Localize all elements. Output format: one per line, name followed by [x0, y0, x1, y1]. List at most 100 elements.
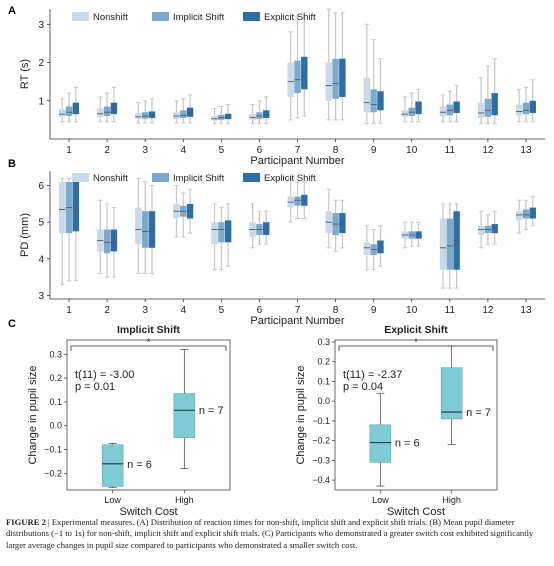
- box-0: [325, 62, 332, 101]
- y-tick-label: 0.1: [317, 376, 330, 386]
- box-2: [377, 240, 384, 254]
- x-tick-label: 11: [445, 145, 456, 156]
- legend-swatch-1: [152, 12, 169, 21]
- legend-label-1: Implicit Shift: [173, 173, 225, 184]
- legend-label-1: Implicit Shift: [173, 12, 225, 23]
- y-tick-label: 1: [38, 96, 44, 107]
- box-0: [135, 113, 142, 120]
- n-label: n = 6: [395, 438, 420, 450]
- x-tick-label: 13: [520, 145, 532, 156]
- y-tick-label: −0.1: [312, 416, 330, 426]
- x-tick-label: 9: [371, 145, 377, 156]
- box-2: [263, 222, 270, 235]
- box-0: [59, 109, 66, 117]
- significance-star: *: [147, 337, 151, 347]
- stat-t: t(11) = -3.00: [75, 369, 134, 381]
- y-tick-label: 3: [38, 20, 44, 31]
- n-label: n = 7: [466, 407, 491, 419]
- y-axis-title: Change in pupil size: [295, 365, 307, 464]
- x-tick-label: Low: [104, 495, 121, 505]
- box-2: [529, 100, 536, 113]
- box-1: [294, 60, 301, 94]
- box-2: [110, 229, 118, 252]
- x-axis-title: Switch Cost: [119, 506, 177, 518]
- box-0: [59, 181, 66, 234]
- x-tick-label: 8: [333, 305, 339, 316]
- plot-frame: [334, 339, 498, 491]
- y-tick-label: 0.0: [49, 421, 62, 431]
- y-tick-label: 0.0: [317, 396, 330, 406]
- x-tick-label: 6: [257, 305, 263, 316]
- box-2: [186, 107, 194, 117]
- y-tick-label: 4: [38, 254, 44, 265]
- caption-text: Experimental measures. (A) Distribution …: [6, 517, 534, 550]
- x-tick-label: Low: [372, 495, 389, 505]
- x-tick-label: 7: [295, 145, 301, 156]
- y-tick-label: −0.3: [312, 455, 330, 465]
- box-0: [211, 222, 218, 245]
- legend-swatch-2: [243, 173, 260, 182]
- box-1: [103, 229, 111, 254]
- legend-swatch-0: [72, 12, 89, 21]
- box-1: [218, 222, 225, 243]
- x-tick-label: 4: [180, 305, 186, 316]
- panel-label-a: A: [8, 5, 16, 17]
- x-axis-title: Switch Cost: [387, 506, 445, 518]
- x-tick-label: 2: [104, 305, 110, 316]
- y-axis-title: PD (mm): [19, 213, 31, 257]
- legend-label-0: Nonshift: [93, 173, 128, 184]
- box-1: [446, 218, 454, 270]
- box-0: [363, 77, 371, 113]
- box-1: [173, 393, 196, 438]
- box-1: [332, 58, 339, 99]
- legend-swatch-2: [243, 12, 260, 21]
- chart-title: Explicit Shift: [384, 324, 448, 336]
- x-tick-label: 9: [371, 305, 377, 316]
- x-tick-label: 1: [66, 145, 72, 156]
- x-tick-label: 10: [406, 145, 418, 156]
- x-tick-label: High: [175, 495, 194, 505]
- box-1: [294, 196, 301, 206]
- y-tick-label: 5: [38, 218, 44, 229]
- box-2: [148, 111, 156, 118]
- box-0: [369, 424, 392, 463]
- y-tick-label: 3: [38, 291, 44, 302]
- box-0: [515, 211, 523, 221]
- box-0: [135, 207, 142, 245]
- box-1: [440, 367, 463, 420]
- x-tick-label: 12: [482, 305, 494, 316]
- box-1: [484, 98, 492, 117]
- stat-p: p = 0.04: [343, 381, 383, 393]
- x-tick-label: 5: [219, 305, 225, 316]
- box-2: [415, 101, 422, 115]
- stat-t: t(11) = -2.37: [343, 369, 402, 381]
- box-1: [103, 106, 111, 117]
- y-tick-label: 0.2: [49, 373, 62, 383]
- box-2: [491, 93, 498, 116]
- box-0: [101, 444, 124, 487]
- explicit-switch-chart: Explicit Shift −0.4 −0.3 −0.2 −0.1 0.0 0.1 0.2 0…: [295, 324, 498, 518]
- box-2: [491, 224, 498, 234]
- panel-label-b: B: [8, 158, 16, 170]
- box-0: [363, 242, 371, 256]
- y-axis-title: Change in pupil size: [27, 365, 39, 464]
- box-0: [287, 62, 294, 97]
- box-1: [65, 106, 73, 117]
- box-1: [370, 89, 377, 113]
- caption-lead: FIGURE 2: [6, 517, 46, 527]
- figure-caption: FIGURE 2 | Experimental measures. (A) Di…: [6, 517, 548, 551]
- n-label: n = 7: [199, 405, 224, 417]
- box-0: [401, 110, 409, 117]
- box-2: [453, 101, 460, 113]
- box-1: [522, 209, 530, 219]
- x-tick-label: 1: [66, 305, 72, 316]
- stat-p: p = 0.01: [75, 381, 115, 393]
- box-1: [522, 102, 530, 115]
- box-2: [263, 110, 270, 118]
- box-1: [141, 112, 149, 119]
- x-axis-title: Participant Number: [250, 155, 344, 167]
- box-2: [148, 211, 156, 248]
- implicit-switch-chart: Implicit Shift −0.2 −0.1 0.0 0.1 0.2 0.3 Low n =…: [27, 324, 231, 518]
- x-tick-label: 7: [295, 305, 301, 316]
